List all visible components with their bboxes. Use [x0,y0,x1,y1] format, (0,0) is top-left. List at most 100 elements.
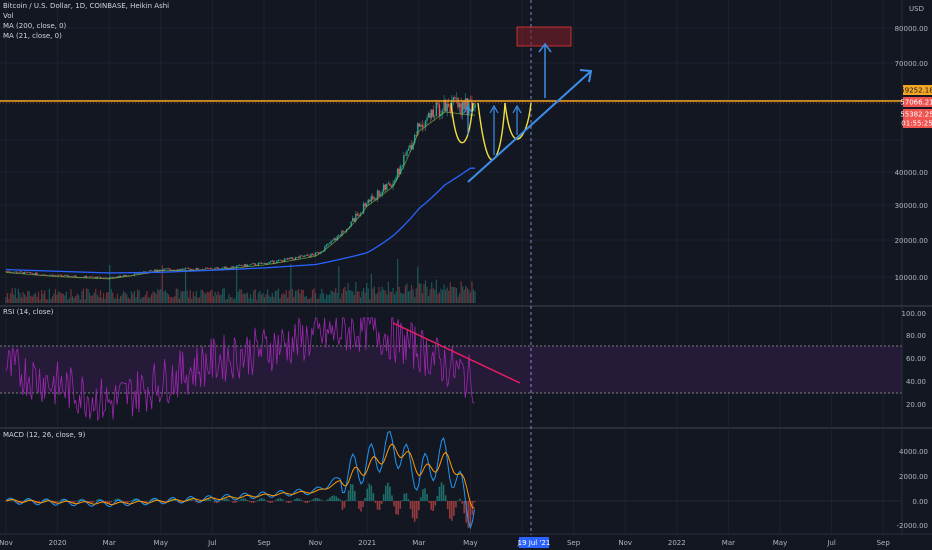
rsi-divergence-line[interactable] [392,322,521,384]
volume-bar [67,299,69,303]
candle-body [252,263,255,265]
candle-body [150,270,153,272]
candle-body [152,271,154,272]
volume-bar [349,290,351,303]
macd-hist-bar [298,498,300,501]
macd-hist-bar [44,498,47,501]
candle-body [409,145,411,149]
macd-hist-bar [387,482,389,501]
volume-bar [265,293,267,303]
macd-hist-bar [153,498,156,501]
volume-bar [33,294,35,303]
macd-hist-bar [467,501,470,528]
rsi-axis[interactable]: 100.00 80.00 60.00 40.00 20.00 [902,310,927,409]
macd-hist-bar [399,501,402,509]
cup-arrow-3-head [512,104,522,114]
candle-body [443,99,445,111]
candle-body [225,266,227,269]
candle-body [393,181,396,184]
volume-bar [167,294,170,303]
volume-bar [285,290,287,303]
volume-bar [107,291,109,303]
candle-body [283,258,286,262]
macd-hist-bar [401,500,404,501]
volume-bar [397,258,399,303]
candle-body [9,272,12,273]
candle-body [242,265,244,267]
cup-drawing-1[interactable] [450,102,474,144]
volume-bar [48,288,50,303]
volume-bar [195,290,198,303]
candle-body [437,102,439,105]
macd-hist-bar [382,494,385,501]
macd-hist-bar [349,484,352,501]
macd-hist-bar [364,497,366,501]
macd-hist-bar [110,501,113,503]
volume-bar [161,265,163,303]
volume-bar [115,298,117,303]
rsi-legend[interactable]: RSI (14, close) [3,308,54,316]
price-axis[interactable]: 80000.00 70000.00 40000.00 30000.00 20000.00… [895,25,928,282]
volume-bar [243,293,245,303]
volume-bar [403,293,405,303]
price-tick-label: 20000.00 [895,237,928,245]
candle-body [379,194,382,197]
macd-hist-bar [91,501,94,503]
volume-bar [381,286,383,303]
candle-body [65,275,68,276]
volume-bar [189,290,191,303]
candle-body [441,110,444,115]
volume-bar [211,289,213,303]
volume-bar [291,289,293,303]
macd-hist-bar [333,495,335,501]
macd-legend[interactable]: MACD (12, 26, close, 9) [3,431,86,439]
volume-bar [273,297,275,303]
time-axis[interactable]: Nov 2020 Mar May Jul Sep Nov 2021 Mar May Jul Sep No… [0,539,890,547]
volume-bar [201,290,204,303]
candle-body [25,271,27,273]
volume-bar [310,297,312,303]
cup-drawing-3[interactable] [504,102,532,140]
macd-hist-bar [395,501,397,515]
macd-hist-bar [407,499,410,501]
candle-body [231,266,233,269]
volume-bar [236,269,238,303]
candle-body [472,108,475,111]
macd-hist-bar [428,501,430,503]
candle-body [208,268,210,269]
macd-hist-bar [259,498,261,501]
candle-body [84,276,86,278]
time-tick-label: Mar [722,539,735,547]
volume-bar [217,291,219,303]
chart-title[interactable]: Bitcoin / U.S. Dollar, 1D, COINBASE, Hei… [3,2,170,10]
volume-bar [421,293,424,303]
volume-legend[interactable]: Vol [3,12,14,20]
candle-body [20,271,23,273]
candle-body [352,218,354,222]
ma200-legend[interactable]: MA (200, close, 0) [3,22,67,30]
macd-hist-bar [411,501,414,518]
candle-body [8,271,10,273]
volume-bar [119,296,122,303]
volume-bar [420,283,422,303]
candle-body [57,274,60,276]
macd-hist-bar [436,495,439,501]
time-tick-label: Mar [103,539,116,547]
candle-body [291,257,294,259]
candle-body [383,184,385,192]
support-trendline[interactable] [467,71,591,183]
candle-body [322,251,325,252]
time-tick-label: 2022 [668,539,686,547]
volume-bar [338,266,340,303]
candle-body [235,265,238,268]
candle-body [110,277,112,278]
candle-body [407,148,410,151]
target-box[interactable] [516,26,572,47]
target-arrow-head [538,42,552,53]
ma21-legend[interactable]: MA (21, close, 0) [3,32,62,40]
volume-bar [356,291,358,303]
macd-axis[interactable]: 4000.00 2000.00 0.00 -2000.00 [897,448,928,530]
candle-body [364,203,366,207]
support-trendline-arrowhead [579,69,593,83]
